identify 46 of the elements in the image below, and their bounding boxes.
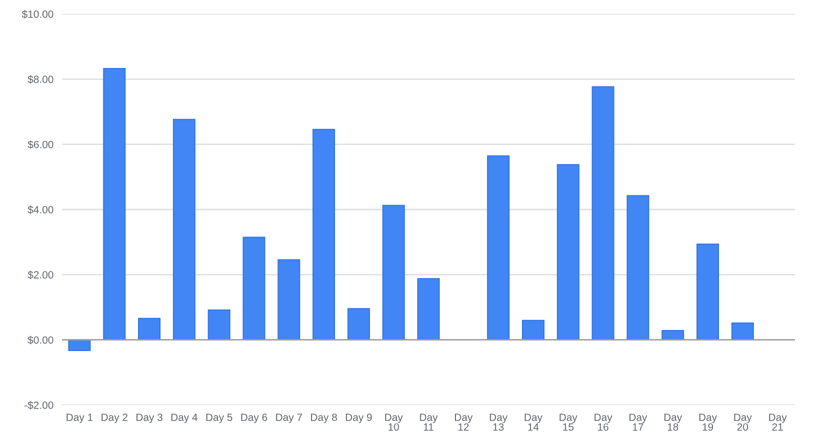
- x-tick-label: Day 10: [385, 414, 403, 431]
- bar: [626, 195, 650, 340]
- bar: [312, 128, 336, 340]
- x-tick-label: Day 11: [420, 414, 438, 431]
- bar: [522, 320, 544, 340]
- bar: [138, 318, 160, 340]
- y-tick-label: $10.00: [22, 10, 54, 18]
- x-tick-label: Day 19: [699, 414, 717, 431]
- x-tick-label: Day 18: [664, 414, 682, 431]
- bar: [417, 278, 440, 340]
- bar: [278, 259, 300, 340]
- x-tick-label: Day 17: [630, 414, 648, 431]
- y-tick-label: $2.00: [28, 270, 54, 280]
- x-tick-label: Day 20: [734, 414, 752, 431]
- x-tick-label: Day 5: [206, 414, 232, 424]
- x-tick-label: Day 6: [241, 414, 268, 424]
- bar: [487, 155, 510, 340]
- x-tick-label: Day 15: [560, 414, 578, 431]
- bar: [696, 244, 719, 340]
- x-tick-label: Day 12: [454, 414, 473, 431]
- x-tick-label: Day 16: [594, 414, 612, 431]
- bar: [382, 204, 405, 340]
- y-tick-label: -$2.00: [24, 401, 54, 410]
- y-tick-label: $4.00: [28, 206, 54, 214]
- bar: [68, 339, 91, 352]
- x-tick-label: Day 2: [102, 414, 128, 424]
- bar: [731, 322, 754, 340]
- x-tick-label: Day 3: [136, 414, 162, 424]
- x-tick-label: Day 14: [524, 414, 542, 431]
- bar: [172, 118, 196, 340]
- x-tick-label: Day 13: [490, 414, 508, 431]
- bar: [242, 236, 266, 340]
- bar: [103, 68, 126, 340]
- x-tick-label: Day 21: [769, 414, 787, 431]
- bar: [556, 164, 580, 340]
- x-tick-label: Day 9: [346, 414, 372, 424]
- y-tick-label: $8.00: [28, 75, 54, 84]
- bar: [208, 309, 230, 340]
- bar: [592, 86, 614, 340]
- x-tick-label: Day 7: [276, 414, 302, 424]
- x-tick-label: Day 4: [171, 414, 198, 424]
- y-tick-label: $6.00: [28, 140, 54, 149]
- x-tick-label: Day 1: [66, 414, 93, 424]
- bar: [347, 308, 370, 340]
- x-tick-label: Day 8: [311, 414, 337, 424]
- y-tick-label: $0.00: [28, 336, 54, 344]
